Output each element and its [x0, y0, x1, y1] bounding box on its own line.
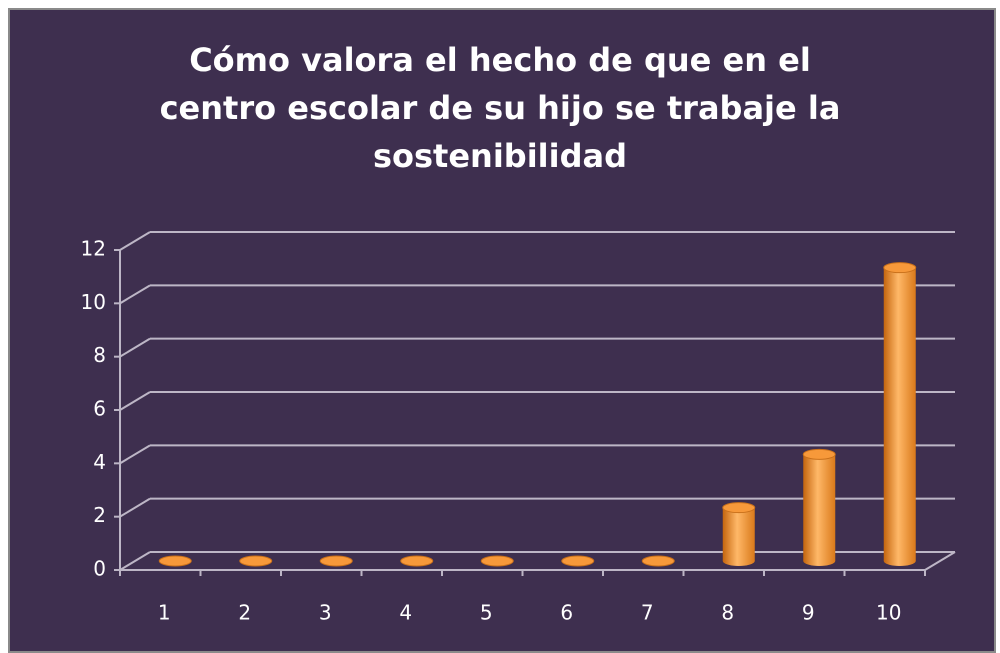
x-tick-label: 7: [641, 601, 654, 625]
x-tick-label: 8: [721, 601, 734, 625]
grid-line: [119, 444, 151, 465]
bar-top: [400, 555, 434, 567]
bar-bottom: [803, 556, 836, 566]
x-tick-label: 2: [238, 601, 251, 625]
x-tick-label: 4: [399, 601, 412, 625]
bar: [802, 448, 836, 566]
bar-top: [239, 555, 273, 567]
x-tick-label: 10: [876, 601, 901, 625]
bar: [319, 555, 353, 567]
y-tick-label: 10: [81, 290, 106, 314]
floor-side: [924, 551, 956, 571]
grid-line: [119, 551, 151, 571]
bar: [480, 555, 514, 567]
x-tick-label: 5: [480, 601, 493, 625]
bar: [158, 555, 192, 567]
x-tick-label: 1: [158, 601, 171, 625]
y-tick-label: 12: [81, 237, 106, 261]
grid-line: [119, 337, 151, 358]
grid-line: [119, 497, 151, 518]
chart-title: Cómo valora el hecho de que en el centro…: [159, 41, 841, 175]
y-tick-label: 0: [93, 557, 106, 581]
y-tick-label: 4: [93, 450, 106, 474]
bar-body: [883, 267, 916, 561]
bar: [239, 555, 273, 567]
x-tick-label: 3: [319, 601, 332, 625]
bar-top: [561, 555, 595, 567]
y-tick-label: 6: [93, 397, 106, 421]
bar-bottom: [883, 556, 916, 566]
grid-line: [119, 284, 151, 305]
y-tick-label: 2: [93, 503, 106, 527]
grid-line: [119, 391, 151, 411]
bar-top: [319, 555, 353, 567]
grid-line: [119, 231, 151, 251]
bar-top: [480, 555, 514, 567]
bar-top: [158, 555, 192, 567]
x-tick-label: 6: [560, 601, 573, 625]
y-tick-label: 8: [93, 343, 106, 367]
bar-body: [803, 454, 836, 561]
bar: [400, 555, 434, 567]
bar-top: [641, 555, 675, 567]
bar-top: [802, 448, 836, 460]
bar: [722, 502, 756, 566]
bar: [641, 555, 675, 567]
bar: [883, 262, 917, 566]
bar: [561, 555, 595, 567]
x-tick-label: 9: [802, 601, 815, 625]
bar-top: [883, 262, 917, 274]
bar-body: [722, 507, 755, 561]
bar-bottom: [722, 556, 755, 566]
bar-top: [722, 502, 756, 514]
